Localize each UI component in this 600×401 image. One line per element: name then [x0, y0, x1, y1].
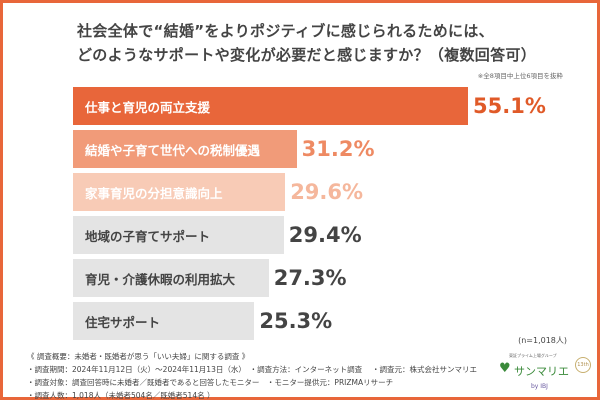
bar-value-label: 25.3% — [259, 309, 333, 333]
bar: 住宅サポート — [73, 302, 255, 340]
footer-line: ・調査期間：2024年11月12日（火）～2024年11月13日（水） ・調査方… — [27, 365, 477, 374]
footer-line: 《 調査概要：未婚者・既婚者が思う「いい夫婦」に関する調査 》 — [27, 352, 250, 361]
footer-line: ・調査人数：1,018人（未婚者504名／既婚者514名 ） — [27, 391, 215, 400]
bar: 結婚や子育て世代への税制優遇 — [73, 130, 297, 168]
logo-tagline: 東証プライム上場グループ — [509, 353, 557, 358]
bar-value-label: 29.4% — [288, 223, 362, 247]
chart-title-line-2: どのようなサポートや変化が必要だと感じますか？（複数回答可） — [77, 46, 537, 64]
bar-category-label: 結婚や子育て世代への税制優遇 — [85, 142, 261, 158]
logo-name: サンマリエ — [514, 365, 569, 378]
bar: 家事育児の分担意識向上 — [73, 173, 286, 211]
bar: 地域の子育てサポート — [73, 216, 284, 254]
sanmarie-logo: 東証プライム上場グループ ♥ サンマリエ 13th by IBJ — [499, 353, 593, 398]
bar-category-label: 地域の子育てサポート — [85, 228, 211, 244]
bar-value-label: 55.1% — [473, 94, 546, 118]
chart-title-line-1: 社会全体で“結婚”をよりポジティブに感じられるためには、 — [77, 22, 494, 40]
bar: 仕事と育児の両立支援 — [73, 87, 468, 125]
note: ※全8項目中上位6項目を抜粋 — [477, 72, 563, 80]
bar: 育児・介護休暇の利用拡大 — [73, 259, 269, 297]
bar-category-label: 仕事と育児の両立支援 — [85, 99, 211, 115]
bar-value-label: 29.6% — [290, 180, 364, 204]
bar-category-label: 家事育児の分担意識向上 — [85, 185, 223, 201]
sample-size: (n=1,018人) — [518, 336, 567, 345]
bar-category-label: 育児・介護休暇の利用拡大 — [85, 271, 236, 287]
logo-by: by IBJ — [531, 383, 548, 390]
leaf-icon: ♥ — [499, 361, 511, 376]
bar-value-label: 27.3% — [273, 266, 347, 290]
footer-line: ・調査対象：調査回答時に未婚者／既婚者であると回答したモニター ・モニター提供元… — [27, 378, 394, 387]
bar-value-label: 31.2% — [301, 137, 375, 161]
bar-category-label: 住宅サポート — [85, 314, 161, 330]
anniversary-badge: 13th — [575, 357, 591, 373]
